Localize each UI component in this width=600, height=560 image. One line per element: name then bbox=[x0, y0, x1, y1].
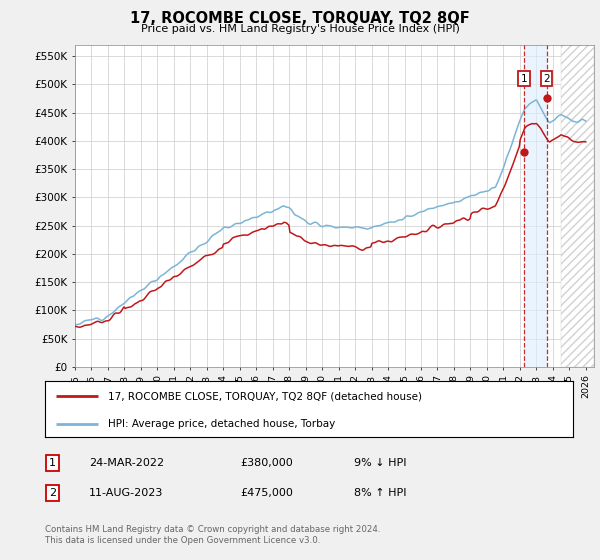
Text: 17, ROCOMBE CLOSE, TORQUAY, TQ2 8QF (detached house): 17, ROCOMBE CLOSE, TORQUAY, TQ2 8QF (det… bbox=[109, 391, 422, 402]
Bar bbox=[524, 45, 547, 367]
Text: 17, ROCOMBE CLOSE, TORQUAY, TQ2 8QF: 17, ROCOMBE CLOSE, TORQUAY, TQ2 8QF bbox=[130, 11, 470, 26]
Text: 8% ↑ HPI: 8% ↑ HPI bbox=[354, 488, 407, 498]
Text: £380,000: £380,000 bbox=[240, 458, 293, 468]
Text: 2: 2 bbox=[543, 74, 550, 83]
Text: 1: 1 bbox=[49, 458, 56, 468]
Text: Contains HM Land Registry data © Crown copyright and database right 2024.
This d: Contains HM Land Registry data © Crown c… bbox=[45, 525, 380, 545]
Text: HPI: Average price, detached house, Torbay: HPI: Average price, detached house, Torb… bbox=[109, 419, 335, 430]
Text: 1: 1 bbox=[520, 74, 527, 83]
Text: Price paid vs. HM Land Registry's House Price Index (HPI): Price paid vs. HM Land Registry's House … bbox=[140, 24, 460, 34]
Text: 9% ↓ HPI: 9% ↓ HPI bbox=[354, 458, 407, 468]
Text: £475,000: £475,000 bbox=[240, 488, 293, 498]
Text: 11-AUG-2023: 11-AUG-2023 bbox=[89, 488, 163, 498]
Text: 2: 2 bbox=[49, 488, 56, 498]
Text: 24-MAR-2022: 24-MAR-2022 bbox=[89, 458, 164, 468]
